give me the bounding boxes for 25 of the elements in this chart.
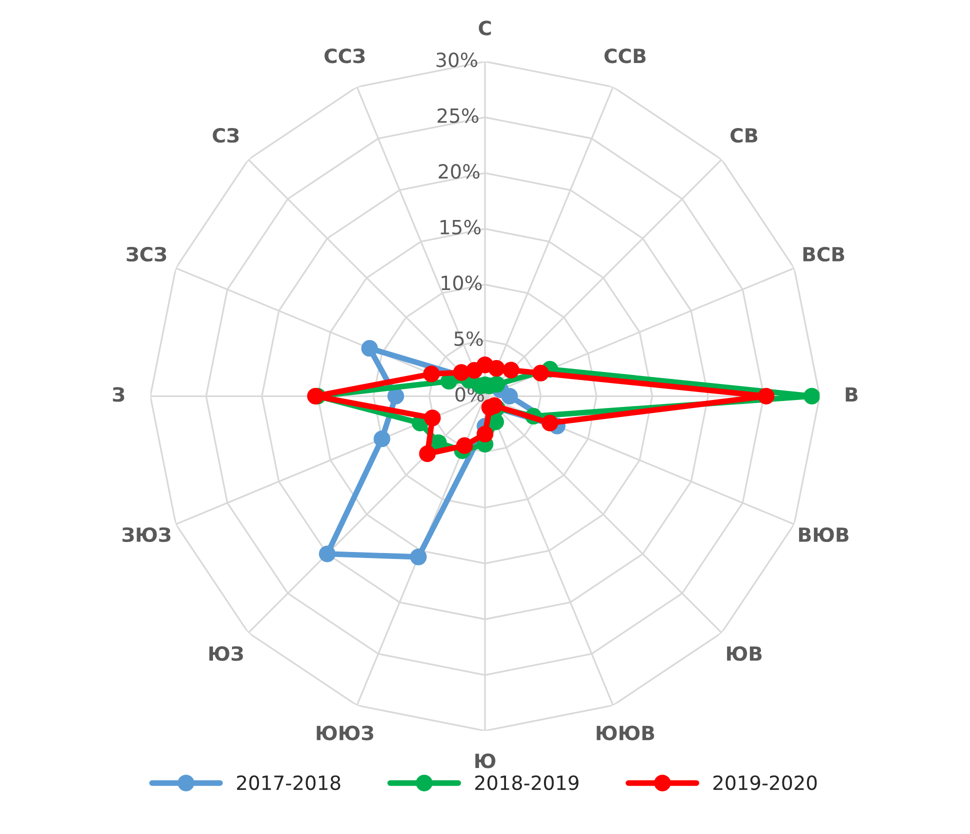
spoke-label: ССЗ xyxy=(324,48,365,64)
spoke-label: СЗ xyxy=(212,128,239,143)
spoke-label: ЗСЗ xyxy=(126,246,166,262)
y-tick-label: 30% xyxy=(436,52,478,68)
spoke-label: ЮЮЗ xyxy=(316,726,374,740)
spoke-label: В xyxy=(846,387,858,402)
spoke-label: ЮВ xyxy=(727,646,762,661)
y-tick-label: 10% xyxy=(442,276,482,290)
legend-label: 2017-2018 xyxy=(237,775,340,790)
spoke-label: ВСВ xyxy=(803,246,844,262)
y-tick-label: 25% xyxy=(438,108,478,123)
y-tick-label: 20% xyxy=(438,164,480,179)
spoke-label: СВ xyxy=(730,128,758,143)
spoke-label: ССВ xyxy=(604,48,646,64)
spoke-label: С xyxy=(478,20,491,36)
legend-label: 2019-2020 xyxy=(713,775,817,790)
legend-label: 2018-2019 xyxy=(475,775,578,790)
spoke-label: ЮЗ xyxy=(209,646,243,661)
spoke-label: ЗЮЗ xyxy=(122,527,170,542)
y-tick-label: 5% xyxy=(454,331,483,346)
spoke-label: ЮЮВ xyxy=(596,726,654,740)
spoke-label: З xyxy=(112,387,124,402)
spoke-label: ВЮВ xyxy=(799,527,848,542)
y-tick-label: 15% xyxy=(440,220,481,234)
spoke-label: Ю xyxy=(475,754,496,768)
